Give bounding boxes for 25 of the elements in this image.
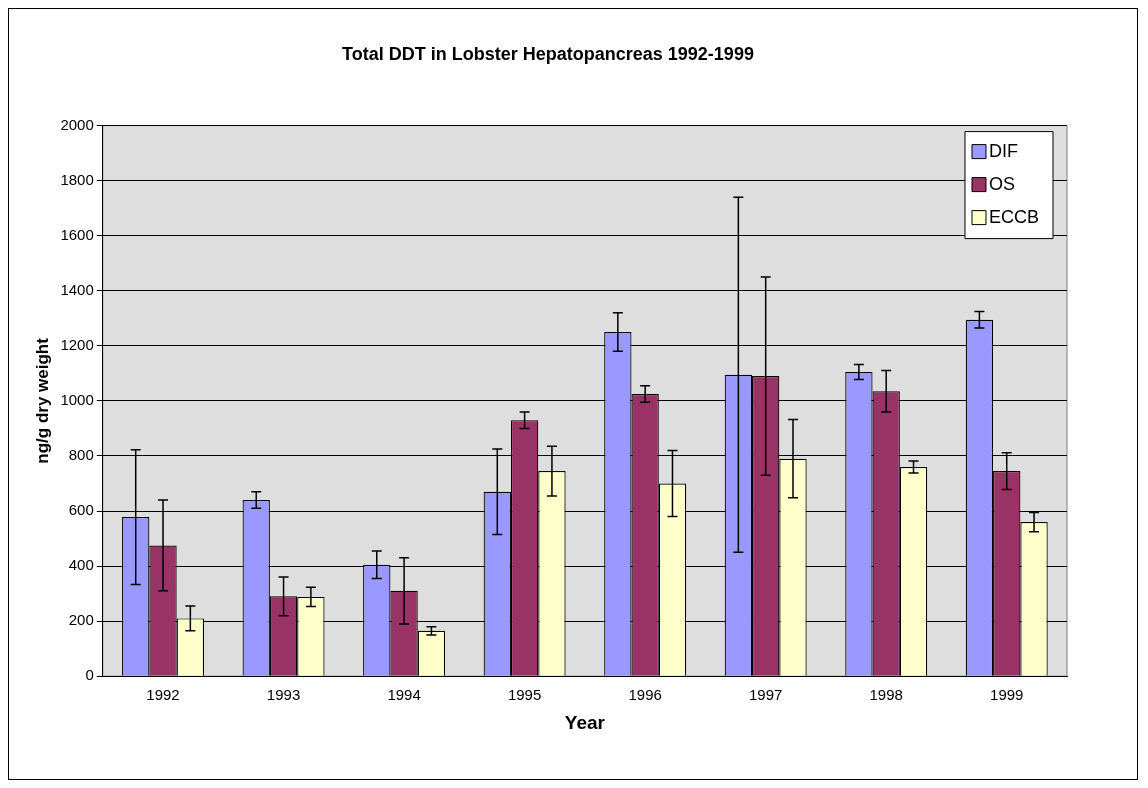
y-tick-label: 2000 (60, 115, 94, 133)
x-tick-label: 1992 (146, 686, 180, 704)
legend-label: DIF (988, 140, 1018, 161)
y-tick-label: 1000 (60, 391, 94, 409)
y-axis-title: ng/g dry weight (32, 337, 52, 464)
x-tick-label: 1997 (748, 686, 783, 704)
x-axis-title: Year (564, 711, 606, 733)
legend-label: OS (988, 173, 1016, 194)
x-tick-label: 1995 (507, 686, 542, 704)
x-tick-label: 1996 (628, 686, 662, 704)
y-tick-label: 200 (68, 611, 94, 629)
chart-title: Total DDT in Lobster Hepatopancreas 1992-1999 (342, 43, 754, 64)
y-tick-label: 1200 (60, 335, 94, 353)
x-tick-label: 1998 (869, 686, 903, 704)
y-tick-label: 800 (68, 446, 94, 464)
y-tick-label: 0 (85, 666, 94, 684)
y-tick-label: 1800 (60, 170, 94, 188)
y-tick-label: 600 (68, 501, 94, 519)
x-tick-label: 1994 (387, 686, 421, 704)
y-tick-label: 1600 (60, 225, 94, 243)
y-tick-label: 1400 (60, 280, 94, 298)
x-tick-label: 1999 (990, 686, 1024, 704)
x-tick-label: 1993 (266, 686, 301, 704)
legend-label: ECCB (988, 206, 1040, 227)
y-tick-label: 400 (68, 556, 94, 574)
